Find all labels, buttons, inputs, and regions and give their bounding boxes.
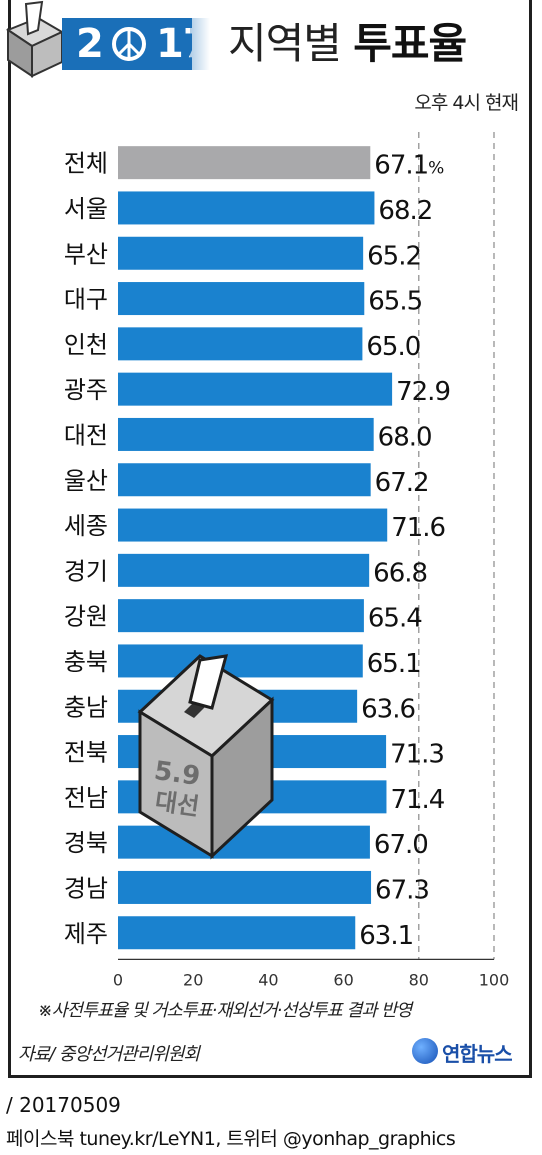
bar-부산	[118, 236, 364, 270]
vote-stamp-icon	[112, 27, 146, 61]
bar-경남	[118, 870, 372, 904]
value-label: 68.0	[378, 422, 432, 452]
x-tick-label: 100	[479, 970, 510, 989]
value-label: 71.3	[390, 740, 444, 770]
chart-subtitle: 오후 4시 현재	[414, 92, 519, 114]
value-label: 63.6	[361, 694, 415, 724]
title-light: 지역별	[228, 19, 354, 68]
bar-전체	[118, 146, 371, 180]
logo-text: 연합뉴스	[442, 1042, 513, 1066]
ballot-box-illustration: 5.9 대선	[137, 654, 275, 860]
value-label: 67.0	[374, 830, 428, 860]
bar-인천	[118, 327, 363, 361]
title-bold: 투표율	[353, 19, 467, 68]
x-tick-label: 40	[258, 970, 278, 989]
category-label: 경남	[64, 874, 108, 902]
value-label: 65.2	[367, 241, 421, 271]
chart-title: 지역별 투표율	[228, 18, 467, 70]
value-label: 68.2	[378, 196, 432, 226]
category-label: 경북	[64, 829, 108, 857]
footnote: ※사전투표율 및 거소투표·재외선거·선상투표 결과 반영	[38, 1001, 412, 1021]
credits-line: 페이스북 tuney.kr/LeYN1, 트위터 @yonhap_graphic…	[6, 1128, 456, 1150]
ballot-box-icon	[5, 0, 65, 78]
value-label: 67.1%	[374, 151, 444, 181]
category-label: 전체	[64, 150, 108, 178]
category-label: 전남	[64, 784, 108, 812]
bar-대구	[118, 282, 365, 316]
bar-서울	[118, 191, 375, 225]
value-label: 71.4	[390, 785, 444, 815]
ballot-box-text-top: 5.9	[152, 756, 202, 792]
x-tick-label: 0	[113, 970, 123, 989]
value-label: 67.2	[375, 468, 429, 498]
yonhap-logo: 연합뉴스	[412, 1036, 530, 1068]
category-label: 강원	[64, 603, 108, 631]
logo-mark-icon	[412, 1038, 438, 1064]
year-badge: 2 17	[62, 18, 211, 70]
bar-제주	[118, 916, 356, 950]
date-line: / 20170509	[6, 1093, 121, 1117]
bar-세종	[118, 508, 388, 542]
value-label: 65.0	[366, 332, 420, 362]
bar-대전	[118, 417, 374, 451]
value-label: 72.9	[396, 377, 450, 407]
category-label: 광주	[64, 376, 108, 404]
x-tick-label: 80	[409, 970, 429, 989]
category-label: 인천	[64, 331, 108, 359]
source-text: 자료/ 중앙선거관리위원회	[18, 1044, 200, 1065]
value-label: 67.3	[375, 875, 429, 905]
category-label: 경기	[64, 557, 108, 585]
bar-경기	[118, 553, 370, 587]
bar-충북	[118, 644, 363, 678]
category-label: 전북	[64, 739, 108, 767]
category-label: 부산	[64, 240, 108, 268]
bar-경북	[118, 825, 370, 859]
category-label: 충북	[64, 648, 108, 676]
value-label: 66.8	[373, 558, 427, 588]
title-fade	[190, 18, 210, 70]
bar-광주	[118, 372, 393, 406]
value-label: 63.1	[359, 921, 413, 951]
bar-chart: 전체 67.1% 서울 68.2 부산 65.2 대구 65.5 인천 65.0 광주 72.9 대전 6…	[64, 132, 510, 989]
x-tick-label: 20	[183, 970, 203, 989]
value-unit: %	[428, 159, 444, 179]
category-label: 대구	[64, 286, 108, 314]
category-label: 울산	[64, 467, 108, 495]
bar-강원	[118, 599, 364, 633]
category-label: 세종	[64, 512, 108, 540]
x-tick-label: 60	[333, 970, 353, 989]
category-label: 대전	[64, 421, 108, 449]
year-right: 17	[156, 21, 211, 67]
value-label: 65.1	[367, 649, 421, 679]
category-label: 서울	[64, 195, 108, 223]
value-label: 65.4	[368, 604, 422, 634]
value-label: 65.5	[368, 287, 422, 317]
ballot-box-text-bottom: 대선	[153, 787, 201, 821]
year-left: 2	[76, 21, 104, 67]
value-label: 71.6	[391, 513, 445, 543]
category-label: 제주	[64, 920, 108, 948]
bar-울산	[118, 463, 371, 497]
category-label: 충남	[64, 693, 108, 721]
